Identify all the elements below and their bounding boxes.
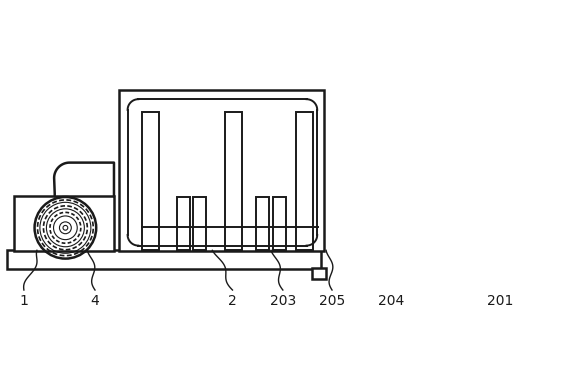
Bar <box>225 112 242 250</box>
Text: 4: 4 <box>91 294 100 308</box>
Text: 201: 201 <box>487 294 513 308</box>
Bar <box>177 197 190 250</box>
Bar <box>312 268 326 279</box>
Text: 2: 2 <box>228 294 237 308</box>
Text: 1: 1 <box>20 294 28 308</box>
Bar <box>15 196 114 251</box>
Text: 204: 204 <box>378 294 404 308</box>
Bar <box>256 197 269 250</box>
Bar <box>142 112 159 250</box>
Bar <box>273 197 286 250</box>
Bar <box>7 250 321 269</box>
Text: 203: 203 <box>270 294 296 308</box>
Bar <box>193 197 207 250</box>
Bar <box>297 112 313 250</box>
Text: 205: 205 <box>319 294 345 308</box>
Bar <box>119 90 324 251</box>
